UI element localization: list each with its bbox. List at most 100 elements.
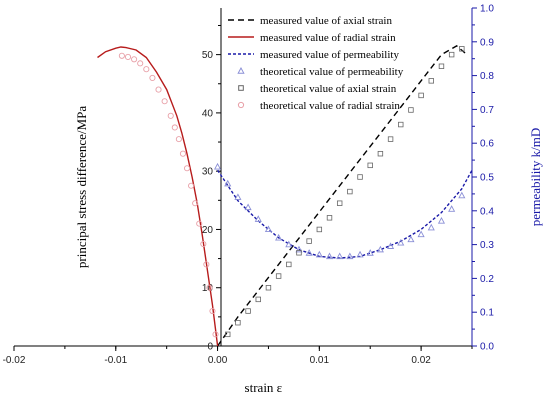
series-line [217,169,473,259]
x-tick-label: -0.01 [104,355,127,366]
x-tick-label: 0.01 [310,355,330,366]
data-point [175,136,182,143]
legend-label: measured value of permeability [260,49,399,61]
data-point [149,74,156,81]
legend-label: measured value of radial strain [260,32,396,44]
legend: measured value of axial strain measured v… [228,15,404,112]
data-point [234,193,242,200]
legend-label: theoretical value of radial strain [260,100,400,112]
x-tick-label: 0.00 [208,355,228,366]
data-point [295,245,303,253]
data-point [438,63,445,69]
y-right-tick-label: 0.1 [480,308,494,319]
data-point [437,216,446,224]
axes-layer: -0.02 -0.01 0.00 0.01 0.02 0 10 20 30 40 50 0.0 0.1 0… [3,4,495,367]
data-point [417,230,425,238]
data-point [398,121,404,128]
data-point [326,215,333,221]
data-point [225,331,231,338]
data-point [264,225,272,233]
series-4 [225,46,465,338]
data-point [377,150,384,157]
data-point [336,200,343,206]
data-point [387,136,394,142]
legend-swatch [237,101,245,109]
series-line [217,45,468,347]
data-point [315,250,323,258]
legend-item: theoretical value of permeability [237,66,404,78]
y-left-tick-label: 0 [207,342,213,353]
data-point [143,66,150,73]
y-left-tick-label: 20 [202,225,214,236]
y-axis-left-label: principal stress difference/MPa [74,106,89,268]
data-point [305,249,313,256]
data-point [196,220,203,227]
data-point [192,200,199,207]
data-point [448,205,456,212]
data-point [286,261,292,268]
y-right-tick-label: 0.8 [480,71,494,82]
legend-item: measured value of permeability [228,49,399,61]
series-2 [217,169,473,259]
data-point [357,174,363,180]
data-point [118,52,125,59]
x-tick-label: -0.02 [3,355,26,366]
data-point [367,162,373,169]
y-left-tick-label: 30 [202,167,214,178]
y-right-tick-label: 0.3 [480,240,494,251]
data-point [183,165,191,172]
data-point [285,240,293,248]
data-point [306,238,312,244]
legend-swatch [237,66,245,74]
data-point [214,162,222,170]
data-point [265,285,272,291]
data-point [254,215,262,222]
series-0 [217,45,468,347]
data-point [137,60,144,67]
x-axis-label: strain ε [245,380,283,395]
y-right-tick-label: 0.0 [480,342,494,353]
data-point [325,252,334,260]
legend-item: measured value of radial strain [228,32,396,44]
y-right-tick-label: 0.4 [480,206,494,217]
data-point [459,46,465,52]
data-point [206,284,213,291]
data-point [275,273,282,279]
y-right-tick-label: 0.7 [480,105,494,116]
series-3 [214,162,466,260]
data-point [428,78,434,84]
data-point [346,252,354,260]
data-point [408,107,414,113]
data-point [448,51,455,58]
legend-item: theoretical value of radial strain [237,100,400,112]
legend-label: measured value of axial strain [260,15,392,27]
data-point [224,179,232,187]
data-point [255,296,261,303]
data-point [155,86,162,93]
data-point [427,223,435,231]
data-point [316,226,323,233]
data-point [212,331,219,338]
y-right-tick-label: 0.2 [480,274,494,285]
x-tick-label: 0.02 [411,355,431,366]
y-right-tick-label: 0.9 [480,37,494,48]
data-point [179,150,187,157]
data-point [200,240,207,248]
data-point [235,319,241,326]
data-point [397,238,405,246]
data-point [171,124,178,131]
data-point [296,250,302,256]
data-point [161,98,168,105]
y-axis-right-label: permeability k/mD [528,128,543,227]
data-point [167,112,174,119]
data-point [244,203,252,211]
legend-label: theoretical value of permeability [260,66,404,78]
legend-item: theoretical value of axial strain [238,83,397,95]
y-left-tick-label: 40 [202,108,214,119]
data-point [131,56,138,63]
data-point [209,307,216,315]
data-point [275,233,283,241]
data-point [387,242,395,249]
data-point [356,250,364,258]
